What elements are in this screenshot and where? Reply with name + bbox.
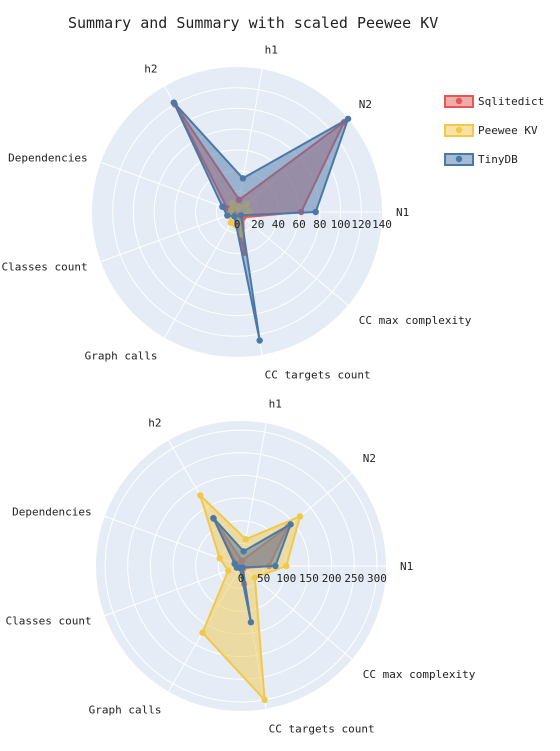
axis-label-cc-max-complexity: CC max complexity bbox=[363, 668, 476, 681]
data-point-tinydb-dependencies bbox=[219, 203, 226, 210]
radial-tick-label: 100 bbox=[276, 572, 296, 585]
radial-tick-label: 40 bbox=[272, 218, 285, 231]
radial-tick-label: 100 bbox=[331, 218, 351, 231]
data-point-tinydb-n1 bbox=[312, 208, 319, 216]
series-tinydb bbox=[170, 99, 352, 344]
axis-label-graph-calls: Graph calls bbox=[89, 704, 162, 717]
data-point-peewee-kv-cc-targets-count bbox=[261, 696, 268, 704]
radial-tick-label: 200 bbox=[322, 572, 342, 585]
legend-item-peewee-kv: Peewee KV bbox=[444, 124, 538, 137]
data-point-tinydb-h2 bbox=[170, 99, 178, 106]
data-point-tinydb-n2 bbox=[287, 521, 294, 528]
radial-tick-labels: 0 50 100 150 200 250 300 bbox=[238, 572, 387, 585]
data-point-peewee-kv-graph-calls bbox=[227, 219, 234, 226]
legend-label-peewee-kv: Peewee KV bbox=[478, 124, 538, 137]
data-point-peewee-kv-h2 bbox=[197, 492, 204, 499]
axis-label-graph-calls: Graph calls bbox=[85, 350, 158, 363]
radial-tick-label: 120 bbox=[351, 218, 371, 231]
angular-gridline bbox=[104, 565, 242, 617]
radial-tick-label: 300 bbox=[367, 572, 387, 585]
axis-label-n2: N2 bbox=[363, 452, 376, 465]
axis-label-dependencies: Dependencies bbox=[8, 152, 87, 165]
radial-tick-label: 0 bbox=[238, 572, 245, 585]
radar-chart-2: 0 50 100 150 200 250 300 N1 N2 h1 h2 Dependencies Cl… bbox=[5, 397, 475, 735]
axis-label-h2: h2 bbox=[144, 62, 157, 75]
axis-label-cc-max-complexity: CC max complexity bbox=[359, 314, 472, 327]
data-point-peewee-kv-n1 bbox=[283, 562, 290, 570]
axis-label-h1: h1 bbox=[265, 43, 278, 56]
legend-marker-tinydb bbox=[455, 155, 463, 163]
data-point-tinydb-h2 bbox=[210, 514, 217, 522]
angular-axis-labels: N1 N2 h1 h2 Dependencies Classes count Graph c… bbox=[5, 397, 475, 735]
radial-tick-label: 80 bbox=[313, 218, 326, 231]
data-point-tinydb-n1 bbox=[272, 562, 279, 570]
axis-label-cc-targets-count: CC targets count bbox=[269, 723, 375, 736]
axis-label-n1: N1 bbox=[400, 560, 413, 573]
legend-item-tinydb: TinyDB bbox=[444, 153, 518, 166]
axis-label-classes-count: Classes count bbox=[5, 614, 91, 627]
data-point-tinydb-cc-max-complexity bbox=[237, 212, 245, 219]
data-point-tinydb-cc-targets-count bbox=[256, 337, 263, 344]
series-tinydb bbox=[210, 514, 294, 626]
angular-gridline bbox=[100, 161, 238, 213]
radial-tick-label: 150 bbox=[299, 572, 319, 585]
data-point-tinydb-cc-targets-count bbox=[247, 619, 255, 626]
data-point-tinydb-classes-count bbox=[224, 212, 231, 219]
radial-tick-label: 50 bbox=[257, 572, 270, 585]
radial-tick-label: 250 bbox=[344, 572, 364, 585]
data-point-tinydb-h1 bbox=[240, 548, 247, 555]
angular-axis-labels: N1 N2 h1 h2 Dependencies Classes count Graph c… bbox=[1, 43, 471, 381]
data-point-tinydb-h1 bbox=[239, 175, 247, 182]
axis-label-h1: h1 bbox=[269, 397, 282, 410]
radar-chart-1: 0 20 40 60 80 100 120 140 N1 N2 h1 h2 Dependencies Cl… bbox=[1, 43, 471, 381]
legend-label-tinydb: TinyDB bbox=[478, 153, 518, 166]
data-point-peewee-kv-dependencies bbox=[216, 555, 223, 562]
axis-label-classes-count: Classes count bbox=[1, 260, 87, 273]
axis-label-n1: N1 bbox=[396, 206, 409, 219]
legend: Sqlitedict Peewee KV TinyDB bbox=[444, 95, 544, 166]
data-point-peewee-kv-n2 bbox=[296, 513, 304, 520]
axis-label-cc-targets-count: CC targets count bbox=[265, 369, 371, 382]
radial-tick-label: 60 bbox=[293, 218, 306, 231]
radial-tick-labels: 0 20 40 60 80 100 120 140 bbox=[234, 218, 392, 231]
legend-item-sqlitedict: Sqlitedict bbox=[444, 95, 544, 108]
data-point-tinydb-cc-max-complexity bbox=[239, 564, 246, 571]
angular-gridline bbox=[100, 211, 238, 263]
radial-tick-label: 20 bbox=[251, 218, 264, 231]
data-point-tinydb-graph-calls bbox=[231, 213, 238, 220]
legend-label-sqlitedict: Sqlitedict bbox=[478, 95, 544, 108]
data-point-peewee-kv-graph-calls bbox=[199, 629, 206, 636]
data-point-peewee-kv-classes-count bbox=[225, 567, 232, 574]
angular-gridline bbox=[164, 211, 238, 338]
axis-label-h2: h2 bbox=[148, 416, 161, 429]
data-point-tinydb-n2 bbox=[344, 115, 352, 122]
legend-marker-sqlitedict bbox=[455, 97, 463, 105]
radial-tick-label: 0 bbox=[234, 218, 241, 231]
axis-label-dependencies: Dependencies bbox=[12, 506, 91, 519]
angular-gridline bbox=[236, 211, 349, 306]
series-area-tinydb bbox=[172, 101, 350, 342]
data-point-peewee-kv-h1 bbox=[242, 536, 249, 543]
angular-gridline bbox=[240, 565, 353, 660]
radial-tick-label: 140 bbox=[372, 218, 392, 231]
data-point-peewee-kv-cc-max-complexity bbox=[251, 574, 259, 581]
axis-label-n2: N2 bbox=[359, 98, 372, 111]
legend-marker-peewee-kv bbox=[455, 126, 463, 134]
chart-title: Summary and Summary with scaled Peewee K… bbox=[68, 14, 439, 32]
